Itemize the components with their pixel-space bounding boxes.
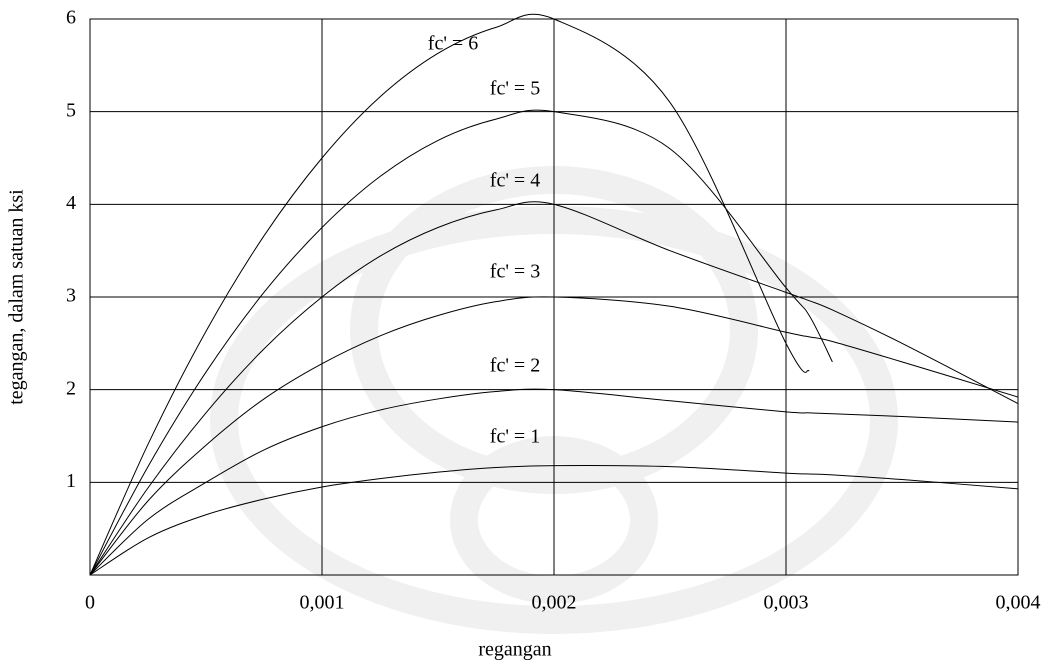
curve-label: fc' = 1	[490, 426, 540, 448]
curve-label: fc' = 3	[490, 261, 540, 283]
x-tick-label: 0,004	[996, 592, 1041, 614]
x-tick-label: 0	[85, 592, 95, 614]
y-tick-label: 6	[66, 7, 76, 29]
curve-label: fc' = 2	[490, 355, 540, 377]
y-tick-label: 5	[66, 99, 76, 121]
x-tick-label: 0,001	[300, 592, 345, 614]
curve-label: fc' = 5	[490, 78, 540, 100]
y-tick-label: 3	[66, 285, 76, 307]
curve-label: fc' = 6	[428, 33, 478, 55]
chart: regangan tegangan, dalam satuan ksi 1 2 3 4…	[0, 0, 1049, 666]
page: {"chart_data": { "type": "line", "x_labe…	[0, 0, 1049, 666]
x-tick-label: 0,002	[532, 592, 577, 614]
x-axis-label: regangan	[478, 639, 551, 661]
y-axis-label: tegangan, dalam satuan ksi	[6, 189, 28, 405]
curve-label: fc' = 4	[490, 170, 540, 192]
y-tick-label: 2	[66, 377, 76, 399]
curve	[90, 14, 809, 575]
y-tick-label: 4	[66, 192, 76, 214]
x-tick-label: 0,003	[764, 592, 809, 614]
y-tick-label: 1	[66, 470, 76, 492]
